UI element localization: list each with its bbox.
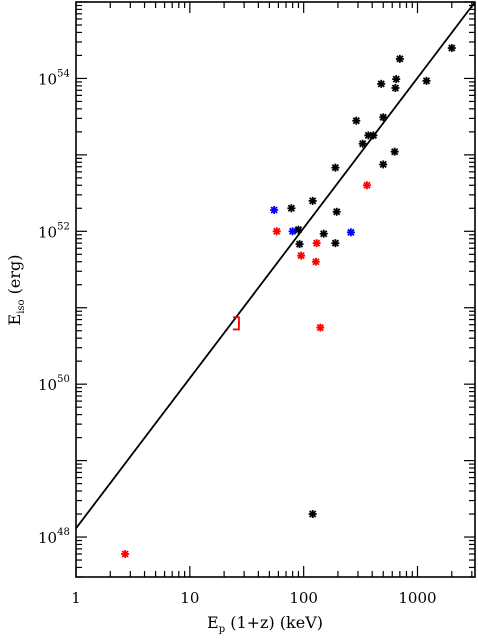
data-point [288,227,297,236]
point-stroke [347,228,355,236]
data-point [392,75,401,84]
y-tick-label: 1054 [38,68,70,88]
x-tick-label: 10 [180,589,199,607]
data-point [346,228,355,237]
data-point [294,225,303,234]
point-stroke [297,252,305,260]
data-point [297,251,306,260]
data-point [332,207,341,216]
data-point [287,204,296,213]
x-tick-label: 1000 [398,589,436,607]
data-point [319,229,328,238]
fit-line-layer [75,1,476,529]
point-stroke [391,148,399,156]
point-stroke [448,44,456,52]
point-stroke [273,227,281,235]
data-point [377,79,386,88]
data-point [352,116,361,125]
point-stroke [363,181,371,189]
point-stroke [288,227,297,235]
point-stroke [352,117,360,125]
point-stroke [379,160,387,169]
lower-limit-marker [232,321,240,331]
point-stroke [333,208,341,216]
data-point [379,160,388,169]
data-point [422,76,431,85]
point-stroke [392,75,400,83]
point-stroke [295,240,304,248]
data-point [331,239,340,248]
x-tick-label: 100 [289,589,318,607]
y-tick-label: 1048 [38,527,70,547]
plot-frame [75,1,476,578]
y-axis-title: Eiso (erg) [5,255,27,326]
tick-labels: 1 10 100 1000 1048 1050 1052 1054 [38,68,437,607]
point-stroke [309,197,317,205]
point-stroke [391,84,400,92]
fit-line [75,1,476,529]
point-stroke [316,323,324,332]
y-tick-label: 1050 [38,374,70,394]
data-point [331,163,340,172]
data-point [395,54,404,63]
data-points [121,44,456,558]
point-stroke [287,204,296,212]
point-stroke [309,510,317,518]
data-point [121,549,130,558]
y-tick-label: 1052 [38,221,70,241]
axis-ticks [75,1,475,578]
data-point [379,113,388,122]
point-stroke [396,55,404,63]
point-stroke [422,77,431,85]
point-stroke [331,239,340,247]
data-point [316,323,325,332]
point-stroke [369,131,378,139]
point-stroke [359,140,367,148]
data-point [311,257,320,266]
point-stroke [320,230,328,238]
point-stroke [312,239,321,247]
data-point [312,239,321,248]
data-point [308,196,317,205]
data-point [358,139,367,148]
point-stroke [121,550,129,558]
point-stroke [379,113,387,121]
point-stroke [331,164,340,172]
data-point [447,44,456,53]
x-axis-title: Ep (1+z) (keV) [207,613,323,635]
data-point [272,227,281,236]
data-point [308,510,317,519]
data-point [369,131,378,140]
data-point [362,181,371,190]
point-stroke [270,206,278,214]
point-stroke [312,258,320,266]
data-point [391,83,400,92]
data-point [295,240,304,249]
data-point [270,205,279,214]
point-stroke [377,80,385,88]
x-tick-label: 1 [71,589,81,607]
data-point [390,147,399,156]
